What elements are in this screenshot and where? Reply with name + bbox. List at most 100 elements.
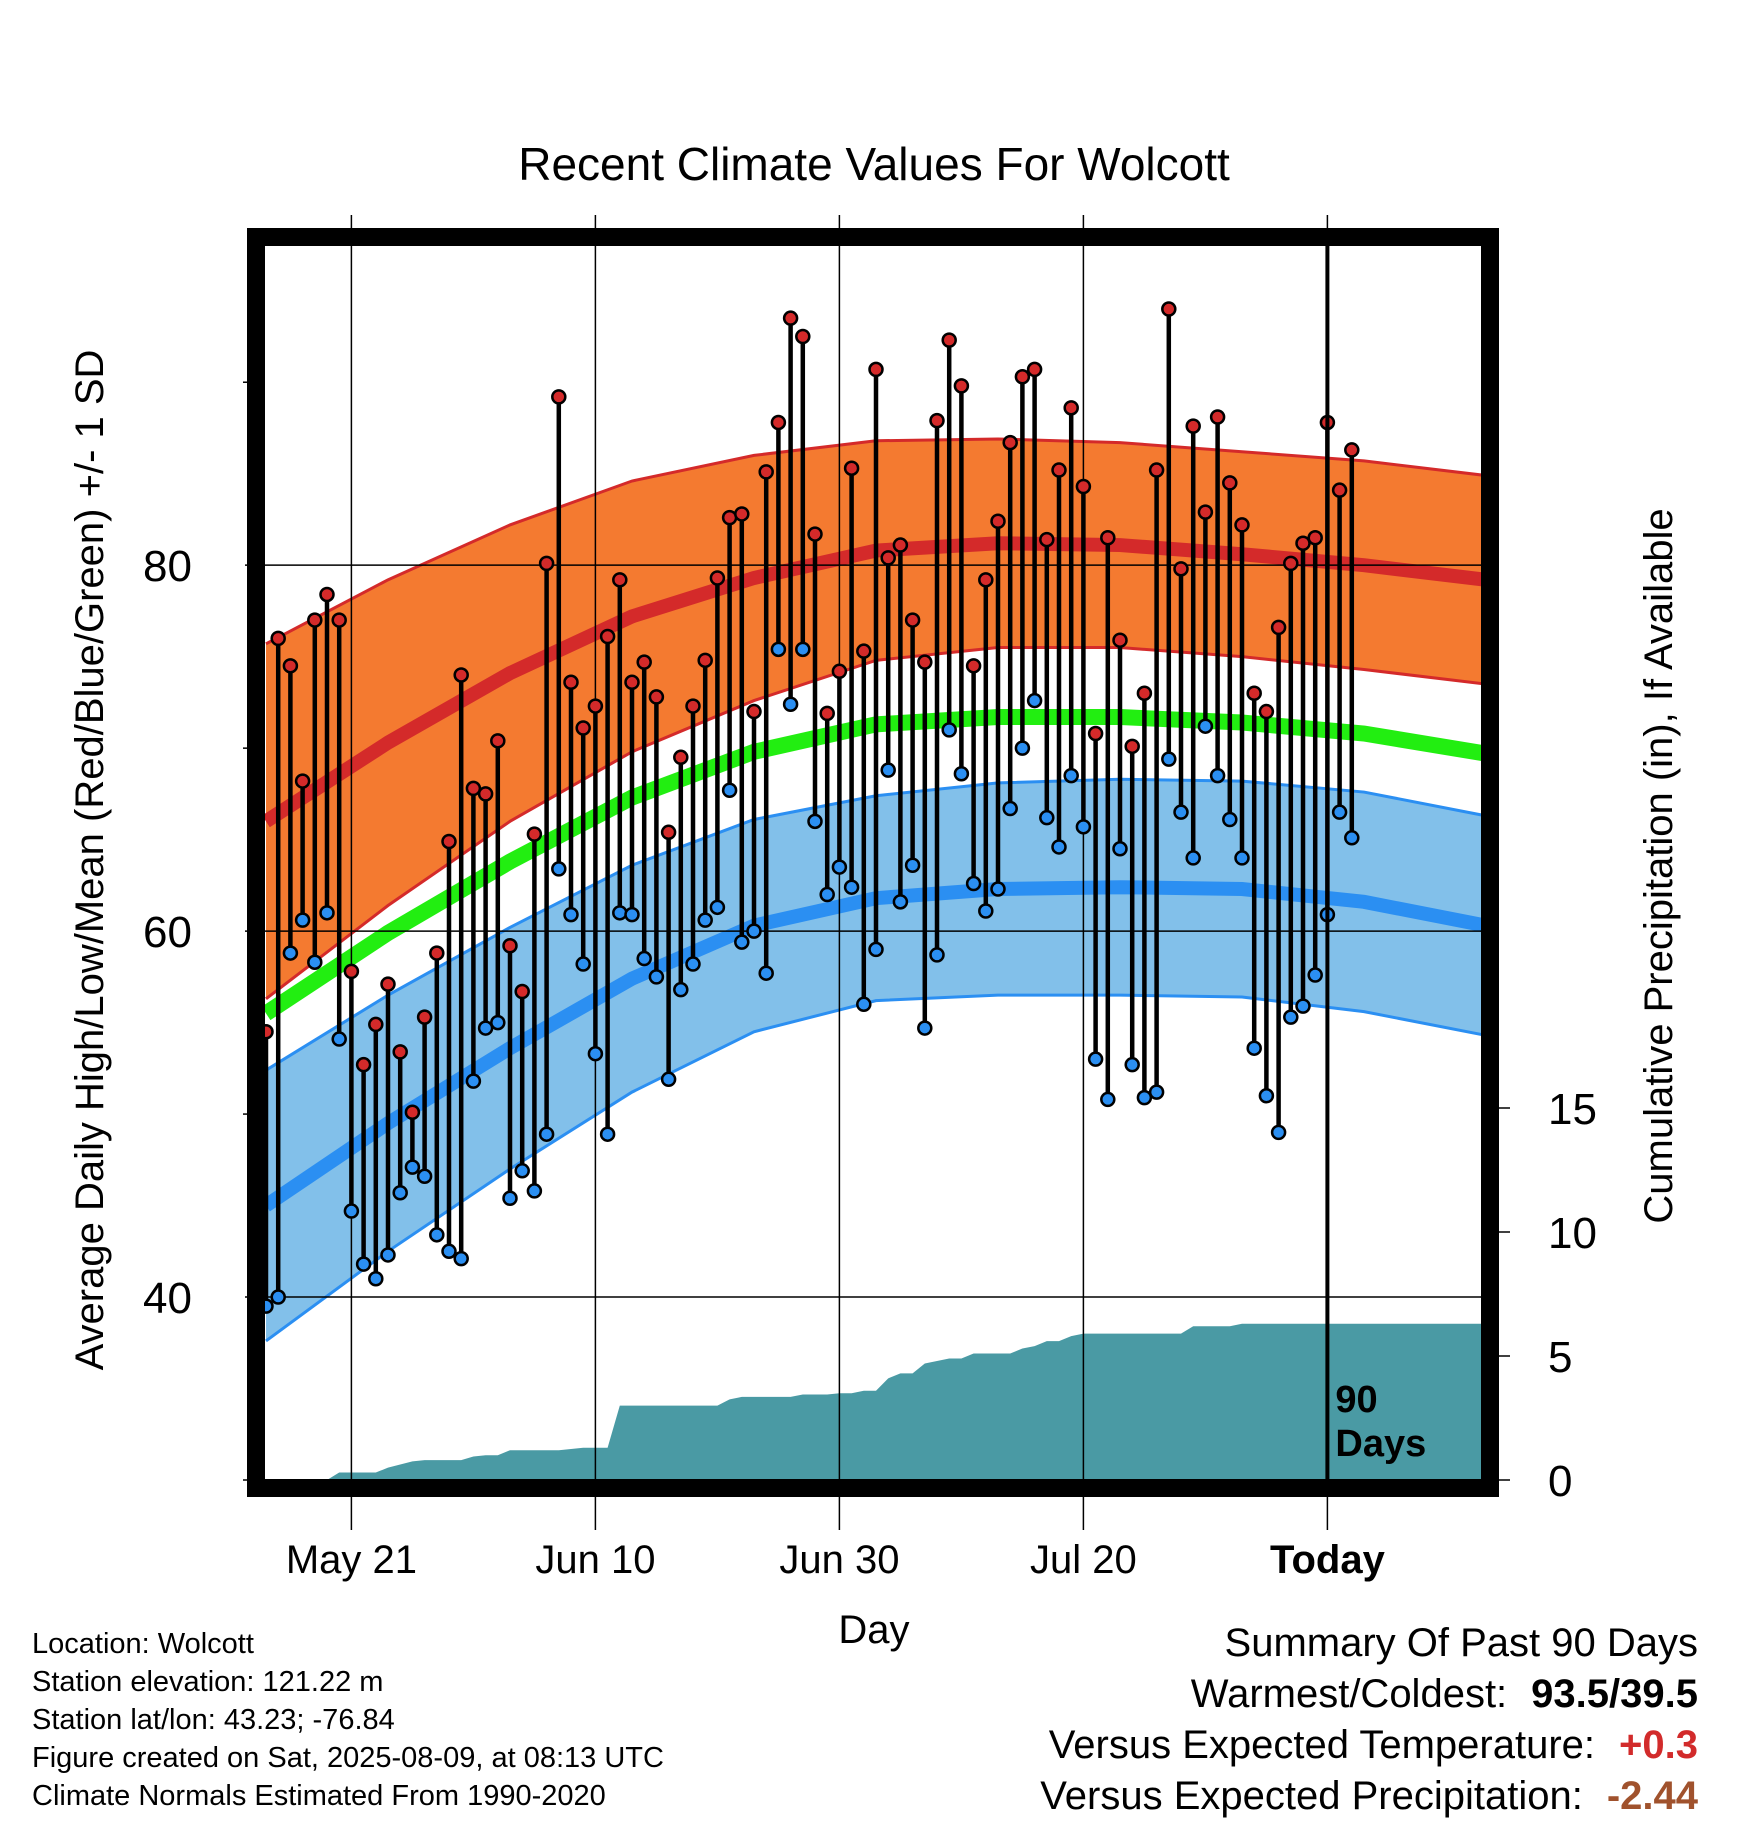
y-tick-label: 60	[143, 908, 192, 957]
low-point	[1075, 819, 1092, 835]
low-point	[1014, 740, 1031, 756]
axis-ticks: 40 60 80 0 5 10 15 May 21 Jun 10 Jun 30 Jul 20 Toda…	[143, 381, 1597, 1582]
low-point	[307, 954, 323, 970]
low-point	[1344, 830, 1360, 846]
low-point	[612, 905, 628, 921]
high-point	[782, 310, 799, 326]
high-point	[1124, 738, 1140, 755]
temp-value: +0.3	[1619, 1723, 1698, 1767]
low-point	[856, 996, 872, 1013]
high-point	[551, 389, 567, 405]
warmest-row: Warmest/Coldest: 93.5/39.5	[1040, 1669, 1698, 1720]
low-point	[770, 641, 787, 658]
high-point	[355, 1056, 372, 1073]
high-point	[270, 630, 286, 647]
low-band-lower-edge	[265, 993, 1482, 1343]
low-point	[526, 1183, 543, 1199]
warmest-value: 93.5/39.5	[1531, 1672, 1698, 1716]
low-point	[380, 1247, 396, 1263]
precip-row: Versus Expected Precipitation: -2.44	[1040, 1771, 1698, 1822]
high-point	[856, 643, 872, 659]
low-point	[551, 861, 567, 877]
high-point	[343, 963, 360, 980]
high-point	[1209, 409, 1226, 425]
latlon-text: Station lat/lon: 43.23; -76.84	[32, 1704, 395, 1736]
low-point	[978, 903, 994, 919]
high-point	[282, 658, 299, 674]
low-point	[685, 956, 701, 972]
high-point	[685, 698, 701, 714]
low-point	[1002, 800, 1018, 817]
high-point	[392, 1044, 408, 1060]
high-point	[819, 705, 835, 722]
high-point	[1051, 462, 1067, 478]
high-point	[1222, 475, 1238, 491]
high-point	[575, 720, 591, 736]
low-point	[514, 1163, 530, 1179]
low-point	[953, 766, 970, 782]
plot-border	[247, 228, 1499, 1497]
y-axis-label: Average Daily High/Low/Mean (Red/Blue/Gr…	[68, 350, 112, 1371]
y2-tick-label: 15	[1548, 1085, 1597, 1134]
high-point	[807, 526, 823, 542]
low-point	[465, 1073, 482, 1089]
high-point	[1258, 703, 1275, 720]
low-point	[1051, 839, 1067, 855]
high-point	[1039, 531, 1055, 548]
low-point	[1100, 1091, 1116, 1108]
high-point	[563, 674, 579, 691]
high-point	[612, 572, 628, 588]
low-point	[331, 1031, 347, 1047]
low-point	[392, 1184, 408, 1201]
low-point	[1063, 767, 1079, 784]
high-point	[490, 733, 506, 749]
high-point	[599, 628, 616, 645]
low-point	[1039, 809, 1055, 826]
low-point	[477, 1020, 494, 1036]
low-point	[1222, 811, 1238, 828]
low-point	[795, 641, 811, 658]
y-tick-label: 40	[143, 1274, 192, 1323]
chart-title: Recent Climate Values For Wolcott	[518, 138, 1230, 190]
high-point	[502, 937, 518, 954]
low-point	[1112, 841, 1128, 857]
low-point	[270, 1289, 286, 1305]
low-point	[904, 857, 921, 873]
y2-tick-label: 5	[1548, 1333, 1572, 1382]
summary-panel: Summary Of Past 90 Days Warmest/Coldest:…	[1040, 1618, 1698, 1822]
low-point	[673, 981, 689, 998]
high-point	[404, 1104, 421, 1120]
high-point	[453, 667, 469, 683]
low-point	[868, 941, 884, 958]
low-point	[1026, 692, 1043, 709]
low-point	[1307, 967, 1323, 983]
low-point	[1270, 1124, 1287, 1141]
high-point	[648, 689, 665, 705]
high-point	[429, 945, 445, 961]
high-point	[868, 361, 884, 378]
low-point	[660, 1071, 677, 1088]
low-point	[697, 912, 713, 928]
precip-label: Versus Expected Precipitation:	[1040, 1774, 1583, 1818]
high-point	[929, 412, 945, 429]
high-point	[1075, 478, 1092, 495]
high-point	[1331, 482, 1348, 498]
high-point	[697, 652, 713, 669]
y2-axis-label: Cumulative Precipitation (in), If Availa…	[1637, 508, 1681, 1223]
low-point	[441, 1243, 457, 1260]
high-point	[953, 378, 970, 394]
low-point	[709, 899, 726, 916]
low-point	[416, 1168, 433, 1185]
low-point	[1136, 1089, 1153, 1106]
x-tick-label: May 21	[286, 1538, 417, 1582]
location-text: Location: Wolcott	[32, 1628, 254, 1660]
high-point	[1295, 535, 1311, 551]
low-point	[294, 912, 311, 928]
x-axis-label: Day	[838, 1608, 909, 1652]
high-point	[514, 983, 530, 1000]
low-point	[599, 1126, 616, 1142]
low-point	[758, 965, 774, 981]
high-point	[660, 824, 677, 841]
high-point	[416, 1009, 433, 1025]
